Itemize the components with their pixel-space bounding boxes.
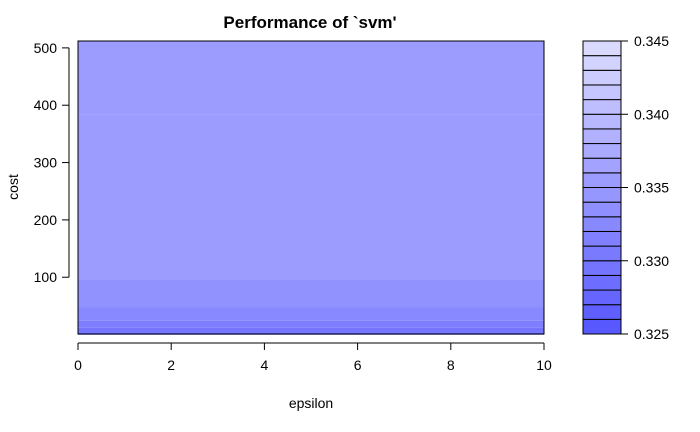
colorbar-segment: [582, 201, 622, 218]
x-tick-label: 0: [74, 357, 82, 373]
colorbar-tick-label: 0.335: [634, 180, 669, 196]
heat-band: [78, 331, 544, 333]
colorbar-segment: [582, 143, 622, 159]
plot-frame: [77, 40, 545, 335]
x-tick-label: 8: [447, 357, 455, 373]
heat-band: [78, 114, 544, 225]
color-legend: 0.325 0.330 0.335 0.340 0.345: [582, 33, 669, 342]
y-tick-label: 400: [34, 97, 58, 113]
y-tick-label: 300: [34, 155, 58, 171]
colorbar-segment: [582, 40, 622, 57]
colorbar-segment: [582, 260, 622, 276]
heat-band: [78, 320, 544, 328]
colorbar-tick-label: 0.330: [634, 253, 669, 269]
colorbar-segment: [582, 230, 622, 247]
colorbar-segment: [582, 289, 622, 306]
colorbar-segment: [582, 318, 622, 335]
colorbar-segment: [582, 99, 622, 115]
colorbar-segment: [582, 216, 622, 232]
x-tick-label: 6: [354, 357, 362, 373]
colorbar-tick-label: 0.345: [634, 33, 669, 49]
colorbar-segment: [582, 84, 622, 101]
y-tick-label: 200: [34, 212, 58, 228]
y-tick-label: 500: [34, 40, 58, 56]
colorbar-segment: [582, 187, 622, 203]
x-tick-label: 2: [167, 357, 175, 373]
heat-band: [78, 224, 544, 280]
colorbar-tick-label: 0.325: [634, 326, 669, 342]
y-axis: 100 200 300 400 500: [34, 40, 70, 285]
colorbar-segment: [582, 274, 622, 291]
heat-band: [78, 307, 544, 321]
heatmap-area: [78, 41, 544, 335]
colorbar-segment: [582, 172, 622, 189]
colorbar-segment: [582, 128, 622, 145]
heat-band: [78, 279, 544, 308]
x-axis-label: epsilon: [289, 395, 333, 411]
heat-band: [78, 41, 544, 115]
colorbar-segment: [582, 113, 622, 130]
y-tick-label: 100: [34, 269, 58, 285]
colorbar-tick-label: 0.340: [634, 106, 669, 122]
x-tick-label: 4: [261, 357, 269, 373]
x-axis: 0 2 4 6 8 10: [74, 342, 552, 373]
chart-title: Performance of `svm': [223, 13, 396, 32]
colorbar-segment: [582, 69, 622, 86]
heat-band: [78, 332, 544, 334]
colorbar-segment: [582, 157, 622, 174]
colorbar-segment: [582, 304, 622, 320]
y-axis-label: cost: [5, 174, 21, 200]
x-tick-label: 10: [536, 357, 552, 373]
colorbar-segment: [582, 245, 622, 262]
heat-band: [78, 327, 544, 332]
colorbar-segment: [582, 55, 622, 71]
